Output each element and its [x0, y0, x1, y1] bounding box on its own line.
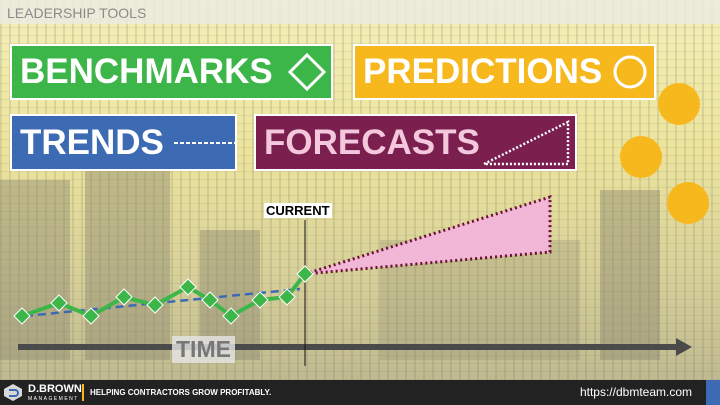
benchmarks-box: BENCHMARKS [10, 44, 333, 100]
trend-diagram [13, 194, 692, 366]
benchmark-point [146, 296, 164, 314]
forecasts-label: FORECASTS [264, 122, 480, 162]
prediction-dot [667, 182, 709, 224]
prediction-dot [658, 83, 700, 125]
brand-name: D.BROWN MANAGEMENT [28, 383, 82, 403]
footer-accent [706, 380, 720, 405]
circle-outline-icon [613, 55, 647, 89]
predictions-box: PREDICTIONS [353, 44, 656, 100]
forecast-cone [304, 194, 552, 276]
benchmark-point [278, 288, 296, 306]
forecasts-box: FORECASTS [254, 114, 577, 171]
dashed-line-icon [173, 141, 235, 144]
benchmark-point [82, 307, 100, 325]
trend-line [24, 287, 301, 318]
benchmark-point [296, 265, 314, 283]
footer-divider [82, 384, 84, 401]
website-link[interactable]: https://dbmteam.com [579, 385, 692, 399]
benchmarks-label: BENCHMARKS [20, 52, 273, 91]
tagline: HELPING CONTRACTORS GROW PROFITABLY. [90, 388, 272, 397]
time-axis-arrowhead [676, 338, 692, 356]
prediction-dot [620, 136, 662, 178]
title-bar: LEADERSHIP TOOLS [0, 0, 720, 24]
benchmark-point [251, 291, 269, 309]
time-label: TIME [172, 336, 235, 363]
diamond-outline-icon [287, 52, 326, 92]
dbrown-logo-icon [4, 384, 22, 401]
benchmark-point [115, 288, 133, 306]
trends-label: TRENDS [20, 122, 164, 162]
dotted-triangle-icon [483, 119, 570, 165]
benchmark-point [50, 294, 68, 312]
benchmark-point [13, 307, 31, 325]
footer: D.BROWN MANAGEMENT HELPING CONTRACTORS GR… [0, 380, 720, 405]
benchmark-point [201, 291, 219, 309]
current-label: CURRENT [264, 203, 332, 218]
trends-box: TRENDS [10, 114, 237, 171]
predictions-label: PREDICTIONS [363, 52, 603, 91]
slide-title: LEADERSHIP TOOLS [7, 5, 147, 21]
benchmark-point [222, 307, 240, 325]
benchmark-point [179, 278, 197, 296]
